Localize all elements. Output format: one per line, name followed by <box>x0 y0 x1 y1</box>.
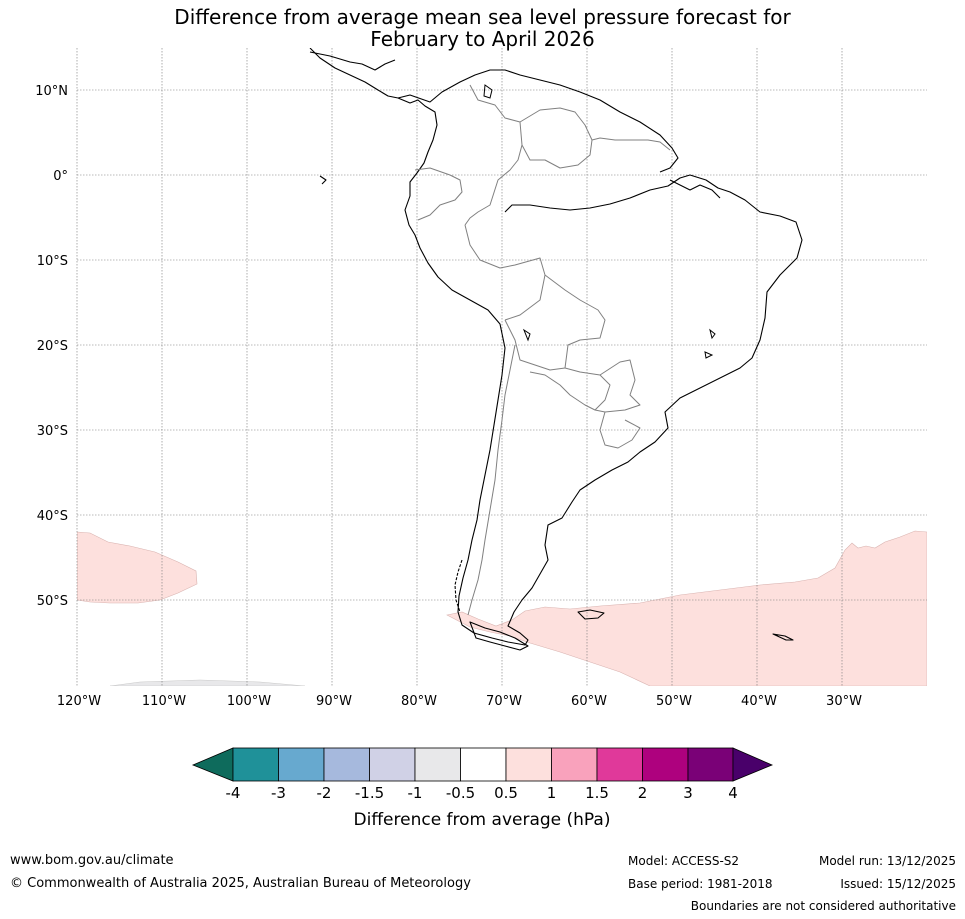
lake-maracaibo <box>483 84 493 99</box>
lon-label-50w: 50°W <box>656 694 692 709</box>
colorbar: -4 -3 -2 -1.5 -1 -0.5 0.5 1 1.5 2 3 4 Di… <box>191 747 774 830</box>
colorbar-tick-label: -1.5 <box>355 784 384 802</box>
anomaly-shading <box>77 530 927 686</box>
coastline-central-america <box>309 48 399 99</box>
lake-titicaca <box>522 328 531 342</box>
footer-model: Model: ACCESS-S2 <box>628 854 740 868</box>
coastline-south-georgia <box>772 633 794 641</box>
map-title-line2: February to April 2026 <box>370 27 595 51</box>
colorbar-segment <box>369 747 416 782</box>
colorbar-label: Difference from average (hPa) <box>354 810 611 830</box>
anomaly-region-south-atlantic <box>446 530 927 686</box>
coastline-central-america-north <box>309 51 396 71</box>
lat-label-10s: 10°S <box>37 254 68 269</box>
lon-label-30w: 30°W <box>826 694 862 709</box>
anomaly-region-bottom-strip <box>109 679 306 686</box>
lon-label-110w: 110°W <box>142 694 186 709</box>
colorbar-segment <box>460 747 507 782</box>
border-venezuela-guyana-brazil <box>519 107 593 169</box>
border-paraguay <box>529 367 611 411</box>
lat-label-0: 0° <box>53 169 68 184</box>
axis-labels: 10°N 0° 10°S 20°S 30°S 40°S 50°S 120°W 1… <box>35 84 862 709</box>
colorbar-segment <box>323 747 370 782</box>
colorbar-tick-label: 2 <box>638 784 648 802</box>
colorbar-tick-label: 3 <box>683 784 693 802</box>
lat-label-10n: 10°N <box>35 84 68 99</box>
lon-label-40w: 40°W <box>741 694 777 709</box>
lat-label-50s: 50°S <box>37 594 68 609</box>
colorbar-tick-label: -0.5 <box>446 784 475 802</box>
border-chile-argentina <box>467 344 516 616</box>
colorbar-segment <box>232 747 279 782</box>
gridlines <box>76 48 927 686</box>
lat-label-20s: 20°S <box>37 339 68 354</box>
colorbar-segment <box>687 747 734 782</box>
lake-brazil-1 <box>709 328 716 340</box>
lakes <box>483 84 716 359</box>
colorbar-segment <box>642 747 689 782</box>
border-guianas <box>591 137 671 151</box>
border-ecuador <box>414 167 463 221</box>
country-borders <box>414 84 671 616</box>
colorbar-segment <box>278 747 325 782</box>
lon-label-80w: 80°W <box>401 694 437 709</box>
colorbar-segment <box>414 747 461 782</box>
colorbar-tick-label: 1.5 <box>585 784 609 802</box>
coastline-galapagos <box>319 175 327 185</box>
lon-label-90w: 90°W <box>316 694 352 709</box>
lat-label-30s: 30°S <box>37 424 68 439</box>
border-peru-brazil <box>464 224 546 321</box>
border-argentina-brazil <box>594 359 641 413</box>
footer-disclaimer: Boundaries are not considered authoritat… <box>690 899 956 913</box>
colorbar-tick-label: -4 <box>226 784 241 802</box>
footer-model-run: Model run: 13/12/2025 <box>818 854 956 868</box>
border-colombia-venezuela <box>464 84 523 226</box>
footer-base-period: Base period: 1981-2018 <box>628 877 773 891</box>
colorbar-tick-label: 0.5 <box>494 784 518 802</box>
colorbar-tick-label: 4 <box>728 784 738 802</box>
lake-brazil-2 <box>704 351 714 359</box>
colorbar-segment <box>551 747 598 782</box>
border-uruguay <box>599 411 641 449</box>
colorbar-segment <box>505 747 552 782</box>
lon-label-100w: 100°W <box>227 694 271 709</box>
colorbar-tick-label: -2 <box>317 784 332 802</box>
colorbar-tick-label: -3 <box>271 784 286 802</box>
border-bolivia <box>504 274 606 371</box>
lat-label-40s: 40°S <box>37 509 68 524</box>
map-title-line1: Difference from average mean sea level p… <box>174 5 791 29</box>
coastline-amazon-delta <box>669 179 721 199</box>
anomaly-region-southeast-pacific <box>77 531 198 604</box>
coastline-falklands <box>577 609 605 620</box>
coastline-patagonia-fjords <box>454 559 463 613</box>
colorbar-tick-label: -1 <box>408 784 423 802</box>
coastline-south-america <box>397 97 803 646</box>
lon-label-120w: 120°W <box>57 694 101 709</box>
coastlines <box>309 48 803 651</box>
coastline-tierra-del-fuego <box>469 621 529 651</box>
footer-copyright: © Commonwealth of Australia 2025, Austra… <box>10 876 471 891</box>
colorbar-lower-extension <box>191 747 234 782</box>
colorbar-tick-label: 1 <box>547 784 557 802</box>
coastline-caribbean-north <box>397 69 679 173</box>
footer-url[interactable]: www.bom.gov.au/climate <box>10 853 174 868</box>
lon-label-70w: 70°W <box>486 694 522 709</box>
lon-label-60w: 60°W <box>571 694 607 709</box>
colorbar-segment <box>596 747 643 782</box>
colorbar-upper-extension <box>732 747 774 782</box>
footer-issued: Issued: 15/12/2025 <box>840 877 956 891</box>
